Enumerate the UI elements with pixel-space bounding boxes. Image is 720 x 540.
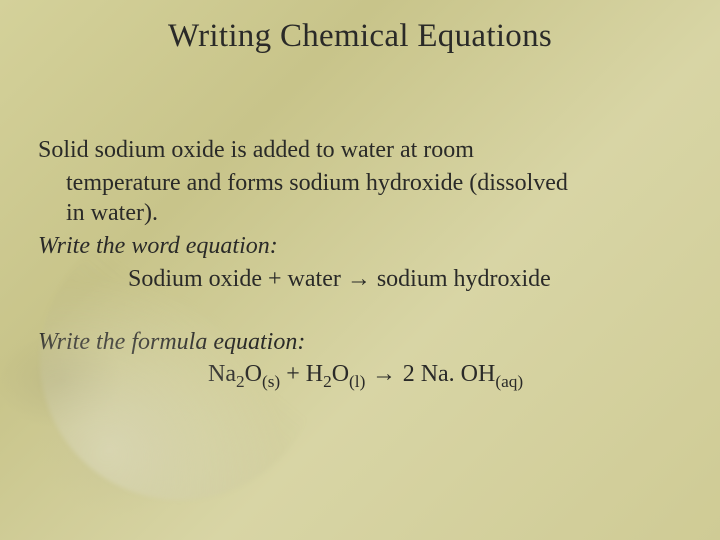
word-equation: Sodium oxide + water → sodium hydroxide — [38, 264, 670, 295]
slide-title: Writing Chemical Equations — [0, 18, 720, 55]
formula-plus-h: + H — [280, 361, 323, 387]
word-equation-text: Sodium oxide + water → sodium hydroxide — [128, 266, 551, 292]
description-line-2: temperature and forms sodium hydroxide (… — [38, 168, 670, 199]
description-line-3: in water). — [38, 198, 670, 229]
formula-state-aq: (aq) — [495, 372, 523, 391]
instruction-word-equation: Write the word equation: — [38, 231, 670, 262]
formula-na: Na — [208, 361, 236, 387]
instruction-formula-equation: Write the formula equation: — [38, 327, 670, 358]
slide-body: Solid sodium oxide is added to water at … — [38, 135, 670, 390]
arrow-icon: → — [365, 360, 402, 387]
formula-sub-2b: 2 — [323, 372, 332, 391]
formula-state-l: (l) — [349, 372, 365, 391]
formula-o1: O — [245, 361, 262, 387]
formula-sub-2a: 2 — [236, 372, 245, 391]
formula-equation: Na2O(s) + H2O(l) → 2 Na. OH(aq) — [38, 359, 670, 390]
formula-o2: O — [332, 361, 349, 387]
description-line-1: Solid sodium oxide is added to water at … — [38, 135, 670, 166]
slide: Writing Chemical Equations Solid sodium … — [0, 0, 720, 540]
formula-state-s: (s) — [262, 372, 280, 391]
formula-rhs: 2 Na. OH — [403, 361, 496, 387]
